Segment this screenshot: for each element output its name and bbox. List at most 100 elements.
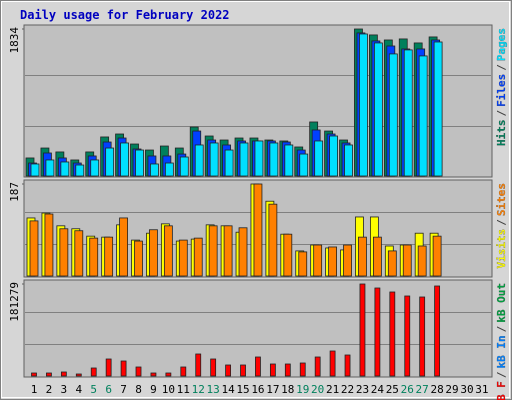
legend: Visits / Sites — [495, 183, 508, 269]
legend-separator: / — [495, 371, 508, 378]
x-tick-label: 27 — [416, 383, 429, 396]
x-tick-label: 5 — [90, 383, 97, 396]
bar — [389, 291, 396, 377]
bar — [178, 239, 188, 277]
x-tick-label: 21 — [326, 383, 339, 396]
x-tick-label: 14 — [221, 383, 235, 396]
bar — [225, 364, 231, 377]
bar — [418, 55, 428, 177]
bar — [164, 162, 174, 177]
bar — [194, 144, 204, 177]
bar — [269, 142, 279, 177]
bar — [179, 156, 189, 177]
bar — [314, 356, 321, 377]
bar — [254, 140, 264, 177]
bar — [404, 295, 411, 377]
bar — [329, 135, 339, 177]
x-tick-label: 9 — [150, 383, 157, 396]
bar — [372, 236, 382, 277]
bar — [120, 142, 129, 177]
bar — [30, 163, 40, 177]
bar — [59, 228, 69, 277]
legend-entry: Sites — [495, 183, 508, 216]
legend: Hits / Files / Pages — [495, 28, 508, 146]
legend-separator: / — [495, 64, 508, 71]
bar — [75, 164, 85, 177]
x-tick-label: 13 — [207, 383, 220, 396]
x-tick-label: 28 — [430, 383, 443, 396]
x-tick-label: 22 — [341, 383, 354, 396]
bar — [209, 142, 219, 177]
bar — [313, 244, 323, 277]
bar — [239, 142, 249, 177]
bar — [104, 236, 114, 277]
bar — [89, 237, 99, 277]
x-tick-label: 26 — [401, 383, 414, 396]
bar — [44, 213, 54, 277]
bar — [314, 140, 324, 177]
bar — [60, 371, 67, 377]
bar — [359, 283, 366, 377]
legend-separator: / — [495, 219, 508, 226]
bar — [105, 358, 112, 377]
bar — [90, 159, 100, 177]
x-tick-label: 15 — [236, 383, 249, 396]
bar — [374, 287, 381, 377]
bar — [163, 225, 173, 277]
bar — [149, 229, 158, 277]
bar — [120, 360, 127, 377]
bar — [417, 245, 427, 277]
x-tick-label: 29 — [445, 383, 458, 396]
x-tick-label: 17 — [266, 383, 279, 396]
x-tick-label: 4 — [75, 383, 82, 396]
bar — [150, 372, 157, 377]
bar — [255, 356, 261, 377]
bar — [433, 41, 443, 177]
bar — [240, 364, 246, 377]
bar — [402, 244, 412, 277]
legend-entry: Files — [495, 74, 508, 107]
bar — [299, 153, 309, 177]
x-tick-label: 16 — [251, 383, 264, 396]
bar — [208, 225, 218, 277]
chart-title: Daily usage for February 2022 — [20, 8, 230, 22]
bar — [253, 183, 263, 277]
bar — [283, 233, 293, 277]
bar — [344, 144, 353, 177]
bar — [329, 350, 336, 377]
bar — [344, 354, 351, 377]
bar — [193, 237, 203, 277]
bar — [90, 367, 97, 377]
x-tick-label: 23 — [356, 383, 369, 396]
legend: kB F / kB In / kB Out — [495, 283, 508, 400]
bar — [434, 285, 441, 377]
x-tick-label: 12 — [192, 383, 205, 396]
x-tick-label: 11 — [177, 383, 190, 396]
y-tick-label: 181279 — [8, 282, 21, 322]
bar — [358, 236, 367, 277]
y-tick-label: 187 — [8, 182, 21, 202]
bar — [343, 244, 352, 277]
legend-entry: Hits — [495, 120, 508, 147]
x-tick-label: 10 — [162, 383, 175, 396]
x-tick-label: 1 — [31, 383, 38, 396]
bar — [45, 159, 55, 177]
bar — [75, 373, 82, 377]
bar — [46, 372, 52, 377]
bar — [180, 366, 187, 377]
x-tick-label: 3 — [61, 383, 68, 396]
x-tick-label: 25 — [386, 383, 399, 396]
bar — [359, 33, 368, 177]
bar — [135, 149, 144, 177]
bar — [223, 225, 233, 277]
legend-entry: kB F — [495, 381, 508, 400]
bar — [268, 203, 278, 277]
bar — [387, 250, 397, 277]
bar — [29, 220, 39, 277]
bar — [403, 49, 413, 177]
legend-separator: / — [495, 110, 508, 117]
bar — [298, 251, 308, 277]
legend-separator: / — [495, 325, 508, 332]
